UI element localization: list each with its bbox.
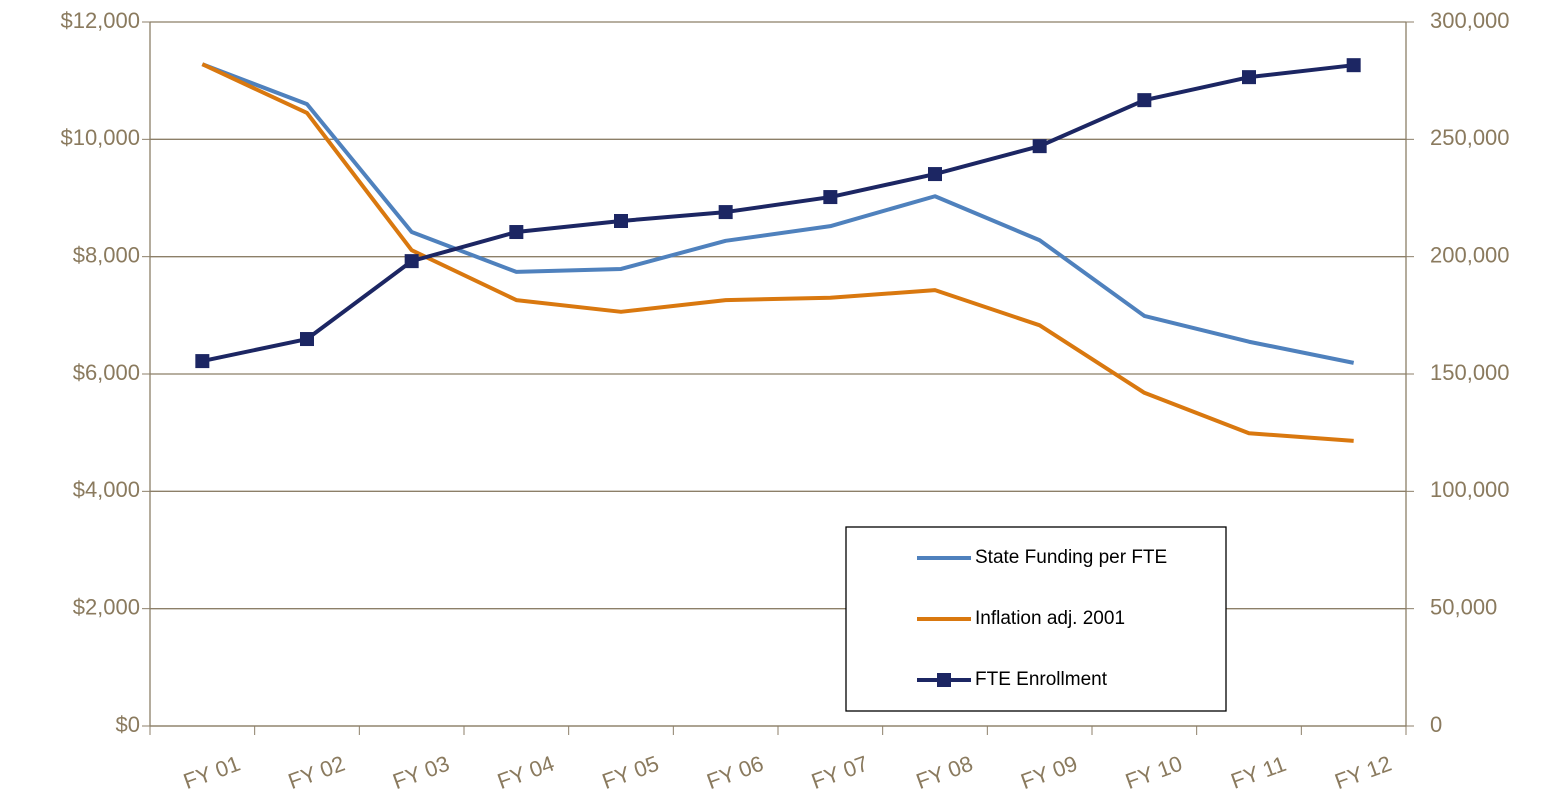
y-tick-label: $10,000 bbox=[60, 125, 140, 150]
marker bbox=[1137, 93, 1152, 108]
x-tick-label: FY 11 bbox=[1228, 751, 1290, 794]
x-tick-label: FY 08 bbox=[913, 751, 976, 794]
x-tick-label: FY 04 bbox=[494, 751, 557, 794]
y2-tick-label: 200,000 bbox=[1430, 242, 1510, 267]
x-tick-label: FY 07 bbox=[808, 751, 871, 794]
marker bbox=[1242, 70, 1256, 85]
y2-tick-label: 150,000 bbox=[1430, 360, 1510, 385]
series-line bbox=[201, 62, 1355, 365]
x-tick-label: FY 09 bbox=[1017, 751, 1080, 794]
y2-tick-label: 0 bbox=[1430, 712, 1442, 737]
y-tick-label: $8,000 bbox=[73, 242, 140, 267]
marker bbox=[1032, 139, 1047, 154]
legend-label: FTE Enrollment bbox=[975, 669, 1108, 690]
x-tick-label: FY 03 bbox=[389, 751, 452, 794]
marker bbox=[1346, 58, 1361, 73]
marker bbox=[928, 167, 942, 182]
legend-label: Inflation adj. 2001 bbox=[975, 608, 1125, 629]
legend-label: State Funding per FTE bbox=[975, 547, 1167, 568]
marker bbox=[404, 254, 419, 269]
legend-box bbox=[845, 526, 1227, 712]
x-tick-label: FY 05 bbox=[599, 751, 662, 794]
series-line bbox=[201, 63, 1354, 364]
marker bbox=[300, 332, 314, 347]
y2-tick-label: 100,000 bbox=[1430, 477, 1510, 502]
y-tick-label: $0 bbox=[116, 712, 140, 737]
legend-marker bbox=[937, 673, 951, 687]
y-tick-label: $12,000 bbox=[60, 8, 140, 33]
marker bbox=[614, 213, 628, 228]
y2-tick-label: 250,000 bbox=[1430, 125, 1510, 150]
marker bbox=[195, 354, 210, 369]
x-tick-label: FY 01 bbox=[180, 751, 243, 794]
y2-tick-label: 300,000 bbox=[1430, 8, 1510, 33]
series-line bbox=[201, 62, 1354, 443]
x-tick-label: FY 12 bbox=[1331, 751, 1394, 794]
y-tick-label: $4,000 bbox=[73, 477, 140, 502]
marker bbox=[823, 190, 838, 205]
y-tick-label: $6,000 bbox=[73, 360, 140, 385]
x-tick-label: FY 06 bbox=[703, 751, 766, 794]
x-tick-label: FY 10 bbox=[1122, 751, 1185, 794]
marker bbox=[509, 225, 524, 240]
x-tick-label: FY 02 bbox=[285, 751, 348, 794]
y2-tick-label: 50,000 bbox=[1430, 594, 1497, 619]
marker bbox=[718, 205, 733, 220]
y-tick-label: $2,000 bbox=[73, 594, 140, 619]
